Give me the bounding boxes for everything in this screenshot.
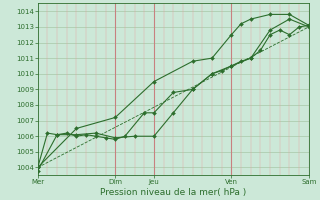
X-axis label: Pression niveau de la mer( hPa ): Pression niveau de la mer( hPa ) bbox=[100, 188, 246, 197]
